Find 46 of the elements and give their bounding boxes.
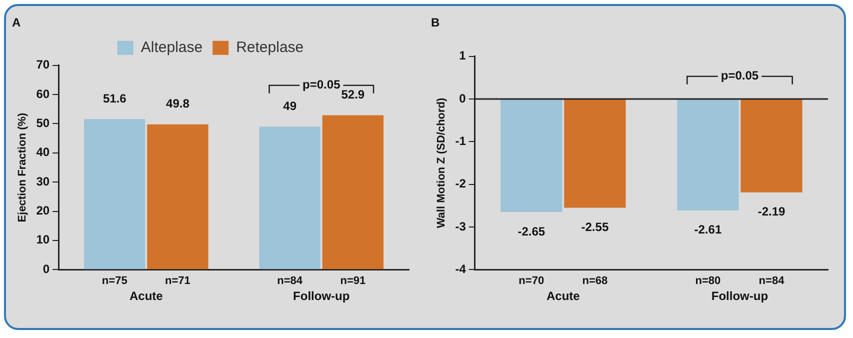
text: n=84 bbox=[277, 275, 304, 288]
bar bbox=[84, 119, 146, 270]
y-tick-label: -3 bbox=[455, 219, 466, 234]
text: n=71 bbox=[165, 275, 190, 288]
x-tick-label: Acute bbox=[546, 289, 580, 304]
y-tick-label: -1 bbox=[455, 134, 466, 148]
y-tick-label: 40 bbox=[36, 145, 50, 160]
data-label: 49.8 bbox=[166, 96, 190, 111]
data-label: -2.61 bbox=[694, 222, 722, 237]
text: n=84 bbox=[758, 275, 786, 288]
y-tick-label: -2 bbox=[455, 176, 466, 191]
y-tick-label: 50 bbox=[36, 116, 50, 130]
y-axis-title: Wall Motion Z (SD/chord) bbox=[436, 97, 448, 228]
data-label: -2.55 bbox=[581, 220, 609, 234]
y-tick-label: 60 bbox=[36, 86, 50, 101]
y-tick-label: 20 bbox=[36, 204, 50, 218]
y-tick-label: 1 bbox=[459, 48, 466, 63]
x-tick-label: Acute bbox=[129, 289, 164, 304]
legend-label: Reteplase bbox=[236, 39, 304, 56]
chart-title: B bbox=[431, 16, 440, 30]
bar bbox=[259, 126, 320, 270]
y-tick-label: 0 bbox=[459, 91, 466, 106]
annotation: p=0.05 bbox=[302, 78, 341, 92]
text: n=91 bbox=[340, 275, 366, 288]
text: n=68 bbox=[582, 275, 608, 288]
data-label: -2.19 bbox=[758, 204, 786, 219]
bar bbox=[322, 115, 384, 270]
y-tick-label: 70 bbox=[36, 58, 50, 72]
data-label: 51.6 bbox=[102, 91, 127, 106]
text: n=75 bbox=[102, 275, 128, 288]
text: n=70 bbox=[518, 275, 544, 288]
data-label: 49 bbox=[283, 98, 297, 113]
annotation: p=0.05 bbox=[720, 68, 759, 83]
y-tick-label: 0 bbox=[42, 262, 50, 276]
y-tick-label: 30 bbox=[36, 174, 50, 188]
data-label: -2.65 bbox=[518, 224, 546, 238]
bar bbox=[147, 124, 208, 270]
data-label: 52.9 bbox=[341, 88, 365, 102]
legend-label: Alteplase bbox=[140, 39, 203, 56]
y-axis-title: Ejection Fraction (%) bbox=[16, 112, 29, 222]
x-tick-label: Follow-up bbox=[293, 289, 350, 304]
chart-title: A bbox=[12, 16, 21, 30]
y-tick-label: -4 bbox=[455, 262, 466, 276]
y-tick-label: 10 bbox=[36, 232, 50, 247]
x-tick-label: Follow-up bbox=[711, 289, 768, 304]
text: n=80 bbox=[695, 275, 721, 288]
